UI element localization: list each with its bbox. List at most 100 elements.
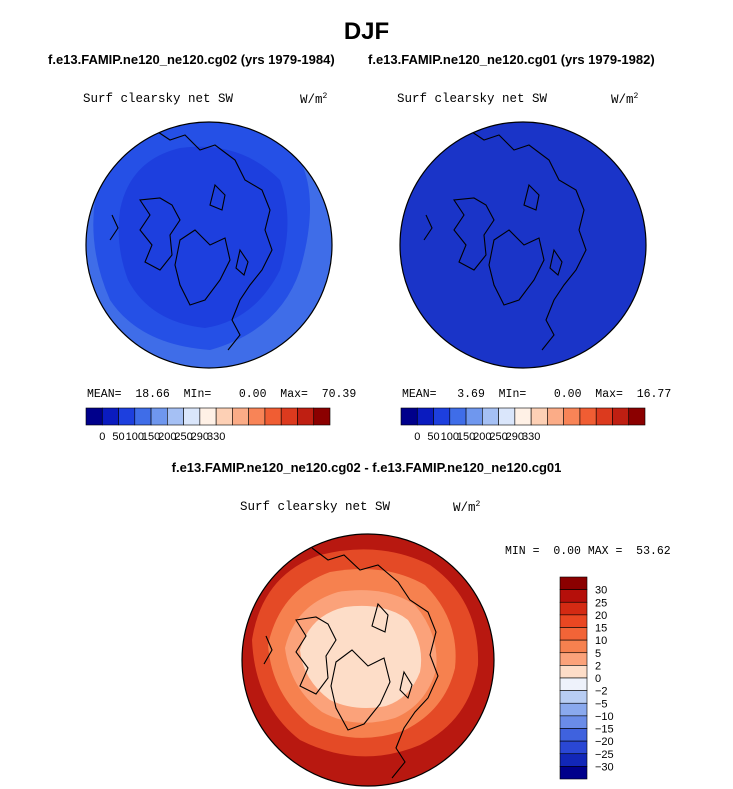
stats-diff: MIN = 0.00 MAX = 53.62 [505,545,671,558]
colorbar-tick-label: 200 [473,431,491,443]
colorbar-box [433,407,451,426]
colorbar-box [559,766,588,780]
map-diff-band-4 [300,605,422,708]
colorbar-box [280,407,298,426]
colorbar-tick-label: −25 [595,749,614,761]
colorbar-box [559,740,588,755]
colorbar-tick-label: 25 [595,597,607,609]
colorbar-box [530,407,548,426]
colorbar-box [482,407,499,426]
colorbar-box [313,407,331,426]
colorbar-tick-label: 150 [457,431,475,443]
colorbar-tick-label: 10 [595,635,607,647]
colorbar-box [232,407,249,426]
colorbar-box [559,715,588,729]
colorbar-box [118,407,136,426]
colorbar-tick-label: 5 [595,648,601,660]
colorbar-box [416,407,434,426]
colorbar-tick-label: 150 [142,431,160,443]
colorbar-box [559,601,588,616]
colorbar-box [199,407,217,426]
case-title-cg02: f.e13.FAMIP.ne120_ne120.cg02 (yrs 1979-1… [48,52,335,67]
colorbar-box [150,407,168,426]
colorbar-tick-label: 0 [595,673,601,685]
colorbar-tick-label: 100 [126,431,144,443]
colorbar-tick-label: −5 [595,698,608,710]
case-title-cg01: f.e13.FAMIP.ne120_ne120.cg01 (yrs 1979-1… [368,52,655,67]
colorbar-box [559,639,588,654]
map-cg01-coastlines [423,129,587,351]
colorbar-box [465,407,483,426]
colorbar-box [559,702,588,717]
colorbar-tick-label: 30 [595,585,607,597]
colorbar-box [85,407,103,426]
colorbar-tick-label: 200 [158,431,176,443]
map-cg02 [86,122,332,368]
map-cg02-border [85,121,333,369]
colorbar-box [134,407,152,426]
colorbar-box [449,407,467,426]
colorbar-box [215,407,233,426]
colorbar-box [559,614,588,628]
colorbar-tick-label: 250 [489,431,507,443]
colorbar-box [183,407,201,426]
colorbar-box [167,407,184,426]
colorbar-tick-label: 15 [595,623,607,635]
colorbar-box [559,665,588,679]
colorbar-tick-label: 290 [506,431,524,443]
colorbar-tick-label: 0 [99,431,105,443]
difference-title: f.e13.FAMIP.ne120_ne120.cg02 - f.e13.FAM… [171,460,562,475]
colorbar-tick-label: 2 [595,660,601,672]
colorbar-box [297,407,315,426]
colorbar-box [514,407,532,426]
colorbar-box [101,407,119,426]
colorbar-tick-label: 0 [414,431,420,443]
colorbar-tick-label: −20 [595,736,614,748]
colorbar-box [559,652,588,666]
colorbar-box [628,407,646,426]
map-diff [242,534,494,786]
variable-label-cg02: Surf clearsky net SW [83,92,234,106]
colorbar-tick-label: −2 [595,686,608,698]
colorbar-box [498,407,516,426]
colorbar-tick-label: −30 [595,761,614,773]
variable-label-cg01: Surf clearsky net SW [397,92,548,106]
colorbar-box [559,627,588,641]
colorbar-box [559,753,588,767]
colorbar-tick-label: −15 [595,724,614,736]
map-cg01-border [399,121,647,369]
colorbar-box [559,728,588,742]
colorbar-box [547,407,564,426]
colorbar-tick-label: 290 [191,431,209,443]
units-label-diff: W/m2 [453,500,481,516]
colorbar-box [563,407,581,426]
colorbar-tick-label: 50 [427,431,439,443]
colorbar-box [400,407,418,426]
variable-label-diff: Surf clearsky net SW [240,500,391,514]
page-title: DJF [343,18,390,45]
map-cg01 [400,122,646,368]
colorbar-box [559,576,588,590]
colorbar-tick-label: −10 [595,711,614,723]
colorbar-tick-label: 20 [595,610,607,622]
units-label-cg02: W/m2 [300,92,328,108]
colorbar-tick-label: 100 [441,431,459,443]
colorbar-tick-label: 330 [522,431,540,443]
units-label-cg01: W/m2 [611,92,639,108]
colorbar-box [579,407,597,426]
colorbar-box [264,407,282,426]
stats-cg01: MEAN= 3.69 MIn= 0.00 Max= 16.77 [402,388,672,401]
stats-cg02: MEAN= 18.66 MIn= 0.00 Max= 70.39 [87,388,357,401]
colorbar-box [559,589,588,603]
colorbar-box [559,690,588,704]
map-diff-coastlines [263,547,439,779]
colorbar-tick-label: 250 [174,431,192,443]
colorbar-box [248,407,266,426]
map-cg02-coastlines [109,129,273,351]
colorbar-tick-label: 50 [112,431,124,443]
map-diff-border [241,533,495,787]
